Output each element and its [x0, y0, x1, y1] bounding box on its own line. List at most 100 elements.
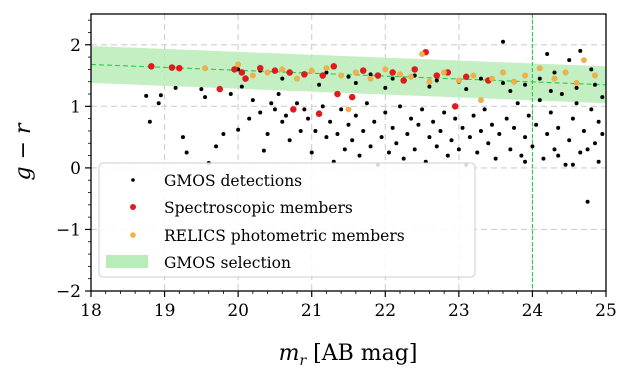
point-spectroscopic-members: [374, 72, 382, 79]
point-gmos-detections: [552, 147, 557, 152]
point-spectroscopic-members: [271, 67, 279, 75]
point-spectroscopic-members: [400, 77, 408, 84]
y-tick-label: 0: [70, 159, 81, 179]
point-spectroscopic-members: [462, 73, 470, 81]
point-relics-photometric-members: [580, 57, 587, 64]
point-spectroscopic-members: [242, 75, 249, 83]
point-gmos-detections: [570, 116, 575, 121]
point-gmos-detections: [390, 76, 395, 81]
legend-marker-gmos-selection: [106, 255, 148, 268]
point-gmos-detections: [534, 122, 539, 127]
point-relics-photometric-members: [455, 77, 462, 84]
points-layer: [144, 39, 605, 204]
legend-label-spectroscopic-members: Spectroscopic members: [164, 199, 353, 217]
point-relics-photometric-members: [573, 79, 580, 86]
point-spectroscopic-members: [256, 64, 264, 72]
point-gmos-detections: [570, 162, 575, 167]
point-gmos-detections: [574, 85, 579, 90]
point-relics-photometric-members: [408, 73, 415, 80]
point-gmos-detections: [600, 132, 605, 137]
selection-center-line: [91, 63, 606, 86]
point-gmos-detections: [567, 138, 572, 143]
point-relics-photometric-members: [338, 72, 345, 79]
point-relics-photometric-members: [279, 66, 286, 73]
selection-band-layer: [91, 14, 606, 291]
point-gmos-detections: [486, 141, 491, 146]
point-gmos-detections: [221, 132, 226, 137]
point-gmos-detections: [309, 150, 314, 155]
point-gmos-detections: [578, 48, 583, 53]
point-relics-photometric-members: [562, 69, 569, 76]
point-spectroscopic-members: [300, 70, 308, 78]
point-gmos-detections: [541, 156, 546, 161]
point-gmos-detections: [258, 110, 263, 115]
point-gmos-detections: [489, 122, 494, 127]
point-gmos-detections: [239, 84, 244, 89]
point-gmos-detections: [478, 76, 483, 81]
point-relics-photometric-members: [419, 51, 426, 58]
point-gmos-detections: [276, 92, 281, 97]
point-spectroscopic-members: [286, 69, 294, 76]
ticks: 18 19 20 21 22 23 24 25 −2 −1 0 1 2: [56, 19, 617, 321]
point-gmos-detections: [578, 150, 583, 155]
point-gmos-detections: [592, 141, 597, 146]
point-spectroscopic-members: [147, 62, 155, 70]
x-tick-label: 20: [227, 301, 249, 321]
point-spectroscopic-members: [359, 67, 367, 75]
point-gmos-detections: [269, 101, 274, 106]
point-gmos-detections: [386, 150, 391, 155]
point-gmos-detections: [398, 104, 402, 109]
point-gmos-detections: [214, 144, 219, 149]
x-axis-label: mr [AB mag]: [279, 341, 418, 368]
point-gmos-detections: [283, 113, 288, 118]
point-gmos-detections: [280, 119, 285, 124]
point-gmos-detections: [383, 85, 388, 90]
point-relics-photometric-members: [477, 97, 484, 104]
point-gmos-detections: [596, 119, 601, 124]
point-gmos-detections: [497, 132, 502, 137]
point-gmos-detections: [442, 110, 447, 115]
point-gmos-detections: [295, 101, 299, 106]
point-relics-photometric-members: [308, 67, 315, 74]
point-gmos-detections: [526, 113, 531, 118]
point-gmos-detections: [280, 76, 285, 81]
x-tick-label: 18: [80, 301, 102, 321]
point-spectroscopic-members: [231, 66, 238, 73]
point-gmos-detections: [523, 82, 528, 87]
point-gmos-detections: [184, 150, 189, 155]
point-relics-photometric-members: [235, 61, 242, 68]
point-gmos-detections: [250, 98, 255, 103]
point-relics-photometric-members: [382, 66, 389, 73]
point-gmos-detections: [199, 87, 204, 92]
point-gmos-detections: [401, 156, 406, 161]
point-spectroscopic-members: [389, 69, 397, 76]
point-gmos-detections: [346, 74, 351, 79]
point-gmos-detections: [515, 101, 520, 106]
x-tick-label: 25: [595, 301, 617, 321]
point-spectroscopic-members: [348, 93, 356, 101]
point-relics-photometric-members: [488, 75, 495, 82]
point-gmos-detections: [589, 67, 594, 72]
point-gmos-detections: [394, 141, 399, 146]
point-gmos-detections: [504, 116, 509, 121]
point-gmos-detections: [405, 132, 410, 137]
point-gmos-detections: [346, 122, 351, 127]
legend-marker-relics-members: [130, 232, 136, 238]
point-spectroscopic-members: [175, 64, 183, 72]
point-relics-photometric-members: [345, 106, 352, 113]
point-gmos-detections: [317, 82, 322, 87]
point-gmos-detections: [519, 153, 524, 158]
point-gmos-detections: [585, 147, 590, 152]
point-gmos-detections: [420, 107, 425, 112]
point-gmos-detections: [342, 147, 347, 152]
point-gmos-detections: [158, 93, 163, 98]
point-gmos-detections: [383, 110, 388, 115]
point-gmos-detections: [501, 80, 505, 85]
point-gmos-detections: [339, 107, 344, 112]
point-gmos-detections: [156, 101, 161, 106]
point-gmos-detections: [545, 52, 550, 57]
point-gmos-detections: [335, 132, 340, 137]
point-gmos-detections: [600, 95, 605, 100]
x-tick-label: 24: [522, 301, 544, 321]
